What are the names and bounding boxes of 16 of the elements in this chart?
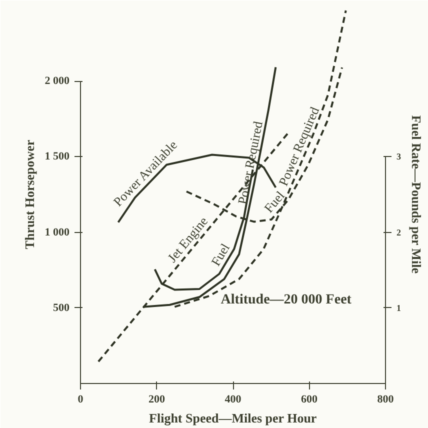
x-tick-label: 800 <box>377 394 394 406</box>
y2-tick-label: 2 <box>396 227 402 238</box>
x-tick-label: 400 <box>224 394 242 406</box>
y-tick-label: 1 500 <box>44 150 70 163</box>
y-tick-label: 1 000 <box>44 226 70 238</box>
annotation: Altitude—20 000 Feet <box>220 292 352 308</box>
y2-tick-label: 1 <box>396 302 402 313</box>
x-axis-title: Flight Speed—Miles per Hour <box>149 410 317 426</box>
x-tick-label: 200 <box>148 394 166 406</box>
x-tick-label: 0 <box>78 394 84 406</box>
x-tick-label: 600 <box>301 394 318 406</box>
y-tick-label: 2 000 <box>44 75 70 88</box>
y-axis-title: Thrust Horsepower <box>22 140 37 250</box>
y2-axis-title: Fuel Rate—Pounds per Mile <box>409 115 424 274</box>
y-tick-label: 500 <box>53 302 70 314</box>
y2-tick-label: 3 <box>396 152 402 162</box>
